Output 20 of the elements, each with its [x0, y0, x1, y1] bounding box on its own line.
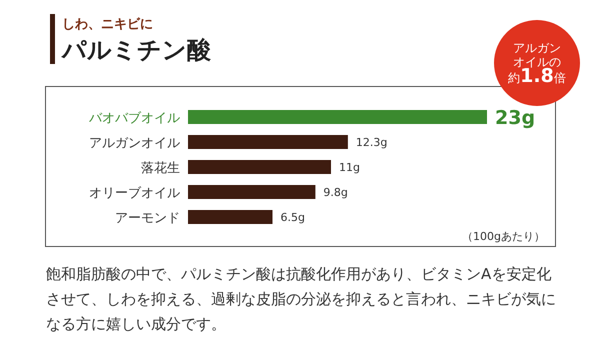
y-tick-label: 落花生 — [141, 161, 180, 176]
bar — [188, 185, 316, 199]
bar — [188, 160, 331, 174]
y-tick-label: アルガンオイル — [89, 136, 180, 151]
bar — [188, 135, 348, 149]
chart-title: パルミチン酸 — [60, 36, 212, 64]
data-label: 12.3g — [356, 136, 388, 149]
bar — [188, 110, 487, 124]
data-label: 23g — [495, 107, 536, 129]
data-label: 6.5g — [280, 211, 305, 224]
text: 飽和脂肪酸の中で、パルミチン酸は抗酸化作用があり、ビタミンAを安定化させて、しわを抑える、過剰な皮脂の分泌を抑えると言われ、ニキビが気になる方に嬉しい成分です。 — [46, 264, 557, 335]
bar — [188, 210, 272, 224]
text: アルガンオイルの約1.8倍 — [508, 41, 566, 87]
y-tick-label: バオバブオイル — [88, 111, 180, 126]
chart-subtitle: しわ、ニキビに — [62, 17, 153, 32]
data-label: 11g — [339, 161, 360, 174]
y-tick-label: アーモンド — [115, 211, 180, 226]
data-label: 9.8g — [323, 186, 348, 199]
y-tick-label: オリーブオイル — [89, 186, 180, 201]
annotation: （100gあたり） — [462, 230, 545, 243]
